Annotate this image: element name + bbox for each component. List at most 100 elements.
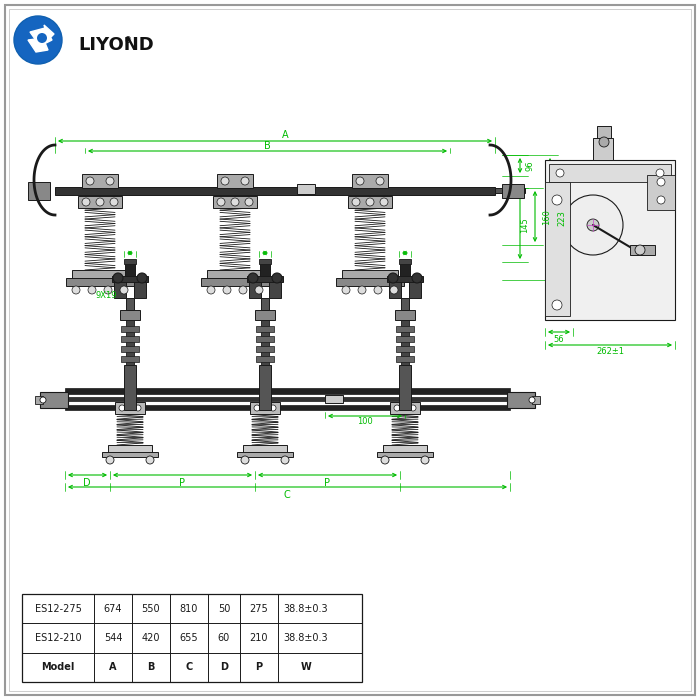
Circle shape — [342, 286, 350, 294]
Text: 275: 275 — [250, 603, 268, 614]
Circle shape — [40, 397, 46, 403]
Circle shape — [390, 286, 398, 294]
Polygon shape — [28, 38, 48, 52]
Bar — [82, 174, 118, 188]
Bar — [121, 326, 139, 332]
Circle shape — [135, 405, 141, 411]
Bar — [255, 310, 275, 320]
Bar — [256, 326, 274, 332]
Bar — [66, 278, 134, 286]
Circle shape — [137, 273, 147, 283]
Bar — [256, 356, 274, 362]
Bar — [647, 175, 675, 210]
Circle shape — [366, 198, 374, 206]
Text: 655: 655 — [180, 633, 198, 643]
Bar — [352, 174, 388, 188]
Text: Model: Model — [41, 662, 75, 672]
Text: 60: 60 — [218, 633, 230, 643]
Circle shape — [241, 456, 249, 464]
Text: D: D — [83, 478, 91, 488]
Text: 56: 56 — [554, 335, 564, 344]
Text: 100: 100 — [357, 417, 373, 426]
Bar — [259, 365, 271, 410]
Circle shape — [410, 405, 416, 411]
Circle shape — [254, 405, 260, 411]
Bar — [243, 445, 287, 453]
Bar — [126, 320, 134, 365]
Bar — [65, 397, 510, 401]
Bar — [399, 365, 411, 410]
Circle shape — [272, 273, 282, 283]
Polygon shape — [30, 28, 52, 46]
Bar — [121, 336, 139, 342]
Bar — [121, 346, 139, 352]
Bar — [383, 445, 427, 453]
Bar — [124, 259, 136, 264]
Text: ES12-275: ES12-275 — [34, 603, 81, 614]
Bar — [22, 594, 362, 682]
Bar — [256, 336, 274, 342]
Text: C: C — [284, 490, 290, 500]
Bar — [55, 187, 495, 195]
Text: 9X19: 9X19 — [95, 291, 116, 300]
Bar — [389, 280, 401, 298]
Text: P: P — [179, 478, 185, 488]
Bar — [247, 276, 283, 282]
Bar — [549, 164, 671, 182]
Bar — [207, 270, 263, 280]
Bar — [114, 280, 126, 298]
Bar — [115, 402, 145, 414]
Bar — [108, 445, 152, 453]
Bar — [387, 276, 423, 282]
Circle shape — [96, 198, 104, 206]
Bar — [134, 280, 146, 298]
Circle shape — [223, 286, 231, 294]
Text: 50: 50 — [218, 603, 230, 614]
Bar — [261, 320, 269, 365]
Text: ES12-210: ES12-210 — [35, 633, 81, 643]
Circle shape — [221, 177, 229, 185]
Bar — [249, 280, 261, 298]
Bar — [72, 270, 128, 280]
Circle shape — [106, 177, 114, 185]
Bar — [259, 259, 271, 264]
Circle shape — [552, 195, 562, 205]
Circle shape — [248, 273, 258, 283]
Circle shape — [380, 198, 388, 206]
Bar — [396, 346, 414, 352]
Circle shape — [82, 198, 90, 206]
Bar — [256, 346, 274, 352]
Text: 550: 550 — [141, 603, 160, 614]
Circle shape — [245, 198, 253, 206]
Text: B: B — [264, 141, 270, 151]
Circle shape — [281, 456, 289, 464]
Polygon shape — [44, 25, 54, 40]
Bar — [395, 310, 415, 320]
Circle shape — [388, 273, 398, 283]
Circle shape — [656, 169, 664, 177]
Bar — [269, 280, 281, 298]
Text: P: P — [324, 478, 330, 488]
Bar — [507, 392, 535, 408]
Circle shape — [231, 198, 239, 206]
Text: LIYOND: LIYOND — [78, 36, 154, 54]
Circle shape — [207, 286, 215, 294]
Text: 210: 210 — [250, 633, 268, 643]
Text: 96: 96 — [526, 161, 535, 172]
Text: D: D — [220, 662, 228, 672]
Circle shape — [270, 405, 276, 411]
Circle shape — [657, 178, 665, 186]
Text: A: A — [109, 662, 117, 672]
Bar — [297, 184, 315, 194]
Text: 145: 145 — [521, 217, 529, 233]
Circle shape — [110, 198, 118, 206]
Text: ®: ® — [124, 36, 132, 46]
Text: W: W — [300, 662, 312, 672]
Text: B: B — [147, 662, 155, 672]
Circle shape — [120, 286, 128, 294]
Circle shape — [14, 16, 62, 64]
Circle shape — [37, 33, 47, 43]
Circle shape — [657, 196, 665, 204]
Circle shape — [635, 245, 645, 255]
Bar — [237, 452, 293, 457]
